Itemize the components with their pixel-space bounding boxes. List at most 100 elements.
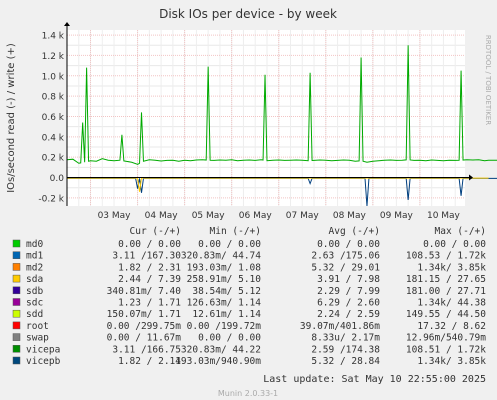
legend-value: 3.11 /166.75: [112, 344, 181, 355]
legend-name: md1: [26, 251, 43, 262]
y-axis-label: IOs/second read (-) / write (+): [6, 43, 17, 193]
legend-value: 8.33u/ 2.17m: [311, 333, 380, 344]
legend-value: 340.81m/ 7.40: [107, 286, 182, 297]
legend-value: 3.11 /167.30: [112, 251, 181, 262]
legend-value: 1.82 / 2.14: [118, 356, 181, 367]
legend-swatch: [12, 239, 21, 248]
x-tick-label: 05 May: [192, 211, 226, 221]
legend-swatch: [12, 321, 21, 330]
series-line-sda: [67, 177, 489, 192]
legend-value: 2.29 / 7.99: [317, 286, 380, 297]
legend-value: 0.00 / 11.67m: [107, 333, 182, 344]
axes: [64, 22, 473, 206]
legend-value: 181.15 / 27.65: [406, 274, 486, 285]
legend-value: 0.00 / 0.00: [317, 239, 380, 250]
legend-value: 6.29 / 2.60: [317, 298, 380, 309]
legend-value: 39.07m/401.86m: [300, 321, 380, 332]
legend-value: 2.63 /175.06: [311, 251, 380, 262]
legend-swatch: [12, 356, 21, 365]
legend-value: 0.00 / 0.00: [423, 239, 486, 250]
legend-swatch: [12, 263, 21, 271]
legend-value: 38.54m/ 5.12: [192, 286, 261, 297]
legend-name: sdd: [26, 309, 43, 320]
y-tick-label: -0.2 k: [38, 194, 64, 204]
legend-value: 126.63m/ 1.14: [187, 298, 262, 309]
y-tick-label: 0.4 k: [42, 133, 65, 143]
legend-name: sda: [26, 274, 43, 285]
legend-value: 0.00 / 0.00: [118, 239, 181, 250]
legend-value: 150.07m/ 1.71: [107, 309, 182, 320]
legend-value: 5.32 / 28.84: [311, 356, 380, 367]
legend-value: 1.34k/ 3.85k: [417, 262, 486, 273]
legend-value: 108.51 / 1.72k: [406, 344, 486, 355]
legend-name: swap: [26, 333, 49, 344]
legend-value: 0.00 / 0.00: [198, 239, 261, 250]
chart-title: Disk IOs per device - by week: [159, 7, 337, 21]
legend-header: Cur (-/+): [130, 226, 181, 237]
legend-name: vicepa: [26, 344, 60, 355]
legend-value: 12.61m/ 1.14: [192, 309, 261, 320]
series-line-vicepa: [66, 45, 497, 165]
legend-header: Avg (-/+): [329, 226, 380, 237]
legend-value: 108.53 / 1.72k: [406, 251, 486, 262]
legend-value: 149.55 / 44.50: [406, 309, 486, 320]
y-tick-label: 1.2 k: [42, 52, 65, 62]
legend-name: md2: [26, 262, 43, 273]
legend-value: 5.32 / 29.01: [311, 262, 380, 273]
munin-version: Munin 2.0.33-1: [218, 389, 278, 398]
legend-value: 17.32 / 8.62: [417, 321, 486, 332]
legend-header: Min (-/+): [210, 226, 261, 237]
legend-name: vicepb: [26, 356, 61, 367]
last-update: Last update: Sat May 10 22:55:00 2025: [263, 374, 486, 385]
legend-value: 12.96m/540.79m: [406, 333, 486, 344]
y-tick-label: 0.0: [50, 174, 65, 184]
legend-name: root: [26, 321, 49, 332]
legend-value: 0.00 /199.72m: [187, 321, 262, 332]
legend-name: sdc: [26, 298, 43, 309]
series-lines: [66, 45, 497, 207]
y-axis-arrow: [64, 22, 70, 26]
y-tick-label: 1.4 k: [42, 32, 65, 42]
x-tick-labels: 03 May 04 May 05 May 06 May 07 May 08 May 09 M…: [98, 211, 461, 221]
legend-swatch: [12, 286, 21, 295]
x-tick-label: 03 May: [98, 211, 132, 221]
legend-value: 320.83m/ 44.74: [181, 251, 261, 262]
legend-name: md0: [26, 239, 43, 250]
legend-value: 1.34k/ 44.38: [417, 298, 486, 309]
legend-value: 3.91 / 7.98: [317, 274, 380, 285]
legend: Cur (-/+) Min (-/+) Avg (-/+) Max (-/+) md0 0…: [12, 226, 486, 367]
legend-value: 1.34k/ 3.85k: [417, 356, 486, 367]
y-tick-label: 1.0 k: [42, 72, 65, 82]
legend-name: sdb: [26, 286, 43, 297]
x-tick-label: 07 May: [286, 211, 320, 221]
rrdtool-watermark: RRDTOOL / TOBI OETIKER: [484, 35, 492, 125]
y-tick-labels: -0.2 k 0.0 0.2 k 0.4 k 0.6 k 0.8 k 1.0 k 1.2 k 1…: [38, 32, 64, 205]
legend-value: 2.59 /174.38: [311, 344, 380, 355]
x-axis-arrow: [469, 174, 473, 181]
legend-value: 320.83m/ 44.22: [181, 344, 261, 355]
legend-header: Max (-/+): [435, 226, 486, 237]
legend-value: 193.03m/940.90m: [175, 356, 261, 367]
legend-value: 1.23 / 1.71: [118, 298, 181, 309]
legend-value: 2.44 / 7.39: [118, 274, 181, 285]
legend-value: 1.82 / 2.31: [118, 262, 181, 273]
legend-value: 0.00 / 0.00: [198, 333, 261, 344]
legend-swatch: [12, 298, 21, 306]
y-tick-label: 0.2 k: [42, 154, 65, 164]
legend-value: 258.91m/ 5.10: [187, 274, 262, 285]
legend-swatch: [12, 251, 21, 259]
legend-swatch: [12, 333, 21, 341]
x-tick-label: 08 May: [333, 211, 367, 221]
legend-value: 181.00 / 27.71: [406, 286, 486, 297]
legend-value: 2.24 / 2.59: [317, 309, 380, 320]
legend-swatch: [12, 309, 21, 318]
x-tick-label: 04 May: [145, 211, 179, 221]
legend-swatch: [12, 345, 21, 353]
legend-value: 193.03m/ 1.08: [187, 262, 262, 273]
legend-value: 0.00 /299.75m: [107, 321, 182, 332]
y-tick-label: 0.8 k: [42, 93, 65, 103]
x-tick-label: 10 May: [427, 211, 461, 221]
x-tick-label: 09 May: [380, 211, 414, 221]
x-tick-label: 06 May: [239, 211, 273, 221]
